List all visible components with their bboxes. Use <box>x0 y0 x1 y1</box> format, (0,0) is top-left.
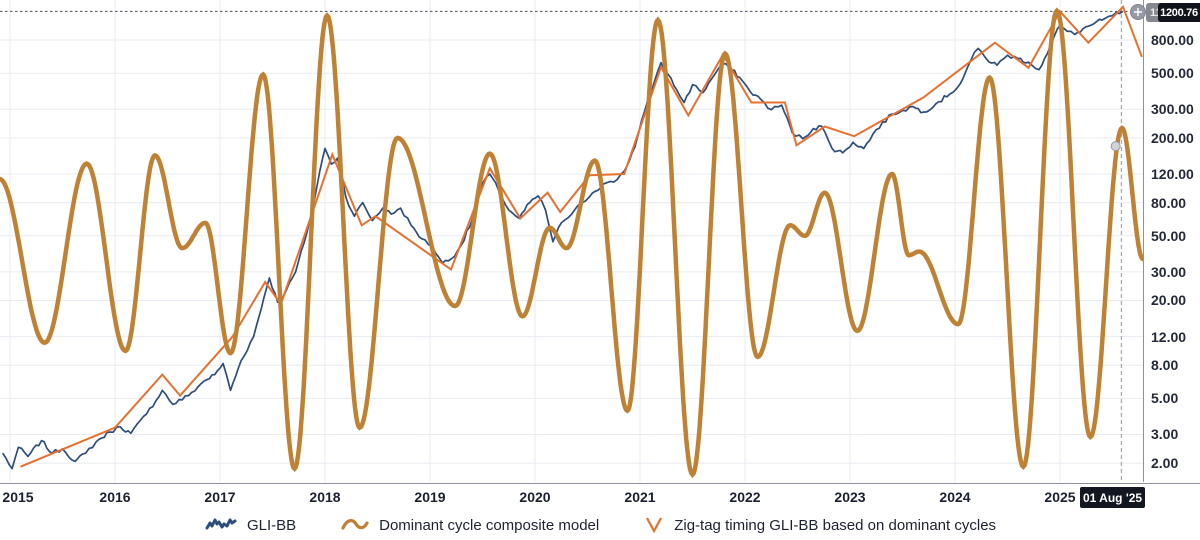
legend-label: Zig-tag timing GLI-BB based on dominant … <box>674 516 997 534</box>
time-axis-label: 2022 <box>729 489 761 505</box>
price-tick-label: 5.00 <box>1151 390 1179 407</box>
series-dominant-cycle-line[interactable] <box>0 7 1143 479</box>
legend-item-gli-bb[interactable]: GLI-BB <box>204 515 296 535</box>
zigzag-v-icon <box>646 517 663 534</box>
last-price-label: 1200.76 <box>1160 6 1198 19</box>
price-tick-label: 2.00 <box>1151 455 1179 472</box>
time-axis-label: 2024 <box>939 489 971 505</box>
plus-button[interactable] <box>1130 4 1146 20</box>
last-price-badge: 1200.76 <box>1158 3 1200 22</box>
price-line-icon <box>205 518 237 530</box>
legend-item-zigtag-timing[interactable]: Zig-tag timing GLI-BB based on dominant … <box>643 516 996 534</box>
price-tick-label: 20.00 <box>1151 292 1187 309</box>
price-tick-label: 120.00 <box>1151 165 1194 182</box>
price-tick-label: 12.00 <box>1151 328 1187 345</box>
time-axis-label: 2021 <box>624 489 656 505</box>
time-axis-label: 2017 <box>204 489 236 505</box>
legend-label: Dominant cycle composite model <box>379 516 600 534</box>
time-axis-label: 2020 <box>519 489 551 505</box>
price-tick-label: 8.00 <box>1151 357 1179 374</box>
price-tick-label: 500.00 <box>1151 65 1194 82</box>
cycle-wave-icon <box>341 519 369 530</box>
legend-item-dominant-cycle[interactable]: Dominant cycle composite model <box>340 516 599 534</box>
price-tick-label: 200.00 <box>1151 129 1194 146</box>
price-tick-label: 300.00 <box>1151 101 1194 118</box>
secondary-price-label: 11 <box>1150 6 1162 19</box>
crosshair-date-badge: 01 Aug '25 <box>1080 487 1145 508</box>
series-zigtag-line[interactable] <box>20 4 1143 468</box>
series-layer <box>0 4 1143 479</box>
time-axis[interactable]: 2015 2016 2017 2018 2019 2020 2021 2022 2023 2024… <box>0 483 1200 511</box>
crosshair-date-label: 01 Aug '25 <box>1082 490 1143 505</box>
price-tick-label: 800.00 <box>1151 32 1194 48</box>
series-gli-bb-line[interactable] <box>1 10 1124 470</box>
price-tick-label: 30.00 <box>1151 263 1187 280</box>
time-axis-label: 2023 <box>834 489 866 505</box>
time-axis-label: 2018 <box>309 489 341 505</box>
chart-canvas[interactable] <box>0 0 1200 482</box>
price-axis[interactable]: 800.00 500.00 300.00 200.00 120.00 80.00 50.00… <box>1144 0 1200 482</box>
time-axis-label: 2015 <box>2 489 34 505</box>
price-tick-label: 80.00 <box>1151 194 1187 211</box>
time-axis-label: 2025 <box>1044 489 1076 505</box>
legend-label: GLI-BB <box>246 516 297 534</box>
cycle-marker-dot <box>1110 141 1121 152</box>
chart-legend: GLI-BB Dominant cycle composite model Zi… <box>0 510 1200 540</box>
grid <box>0 0 1143 482</box>
time-axis-label: 2019 <box>414 489 446 505</box>
time-axis-label: 2016 <box>99 489 131 505</box>
price-tick-label: 3.00 <box>1151 426 1179 443</box>
plus-icon <box>1134 8 1142 16</box>
price-tick-label: 50.00 <box>1151 227 1187 244</box>
